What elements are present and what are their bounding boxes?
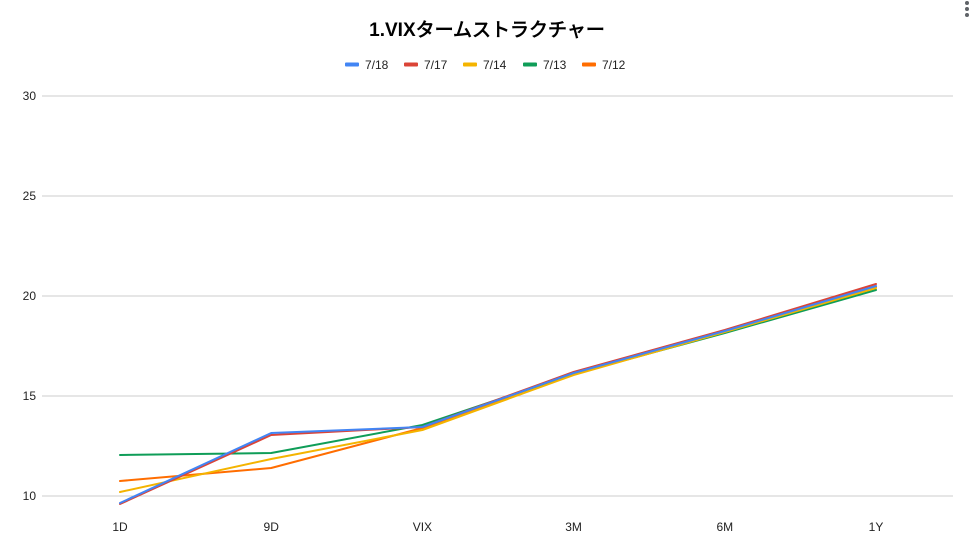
series-line: [119, 289, 877, 456]
x-tick-label: 1D: [112, 520, 128, 534]
legend-label: 7/13: [543, 58, 567, 72]
series-line: [119, 287, 877, 493]
legend-item[interactable]: 7/17: [404, 58, 448, 72]
y-tick-label: 25: [23, 189, 37, 203]
x-tick-label: 3M: [565, 520, 582, 534]
gridlines: [42, 95, 953, 497]
y-tick-label: 10: [23, 489, 37, 503]
legend-item[interactable]: 7/12: [582, 58, 626, 72]
legend-swatch: [404, 62, 418, 67]
legend-swatch: [345, 62, 359, 67]
y-tick-label: 15: [23, 389, 37, 403]
more-vert-icon[interactable]: [965, 1, 969, 17]
legend-swatch: [582, 62, 596, 67]
x-tick-label: 6M: [716, 520, 733, 534]
legend-item[interactable]: 7/13: [523, 58, 567, 72]
legend: 7/18 7/17 7/14 7/13 7/12: [345, 58, 626, 72]
legend-label: 7/14: [483, 58, 507, 72]
y-axis-ticks: 10 15 20 25 30: [23, 89, 37, 503]
series-lines: [119, 283, 877, 505]
legend-label: 7/12: [602, 58, 626, 72]
legend-item[interactable]: 7/18: [345, 58, 389, 72]
legend-item[interactable]: 7/14: [463, 58, 507, 72]
x-tick-label: VIX: [413, 520, 432, 534]
legend-swatch: [463, 62, 477, 67]
y-tick-label: 20: [23, 289, 37, 303]
chart-title: 1.VIXタームストラクチャー: [369, 19, 605, 41]
series-line: [119, 285, 877, 504]
legend-label: 7/18: [365, 58, 389, 72]
y-tick-label: 30: [23, 89, 37, 103]
x-axis-ticks: 1D 9D VIX 3M 6M 1Y: [112, 520, 883, 534]
x-tick-label: 9D: [264, 520, 280, 534]
legend-swatch: [523, 62, 537, 67]
legend-label: 7/17: [424, 58, 448, 72]
x-tick-label: 1Y: [869, 520, 884, 534]
